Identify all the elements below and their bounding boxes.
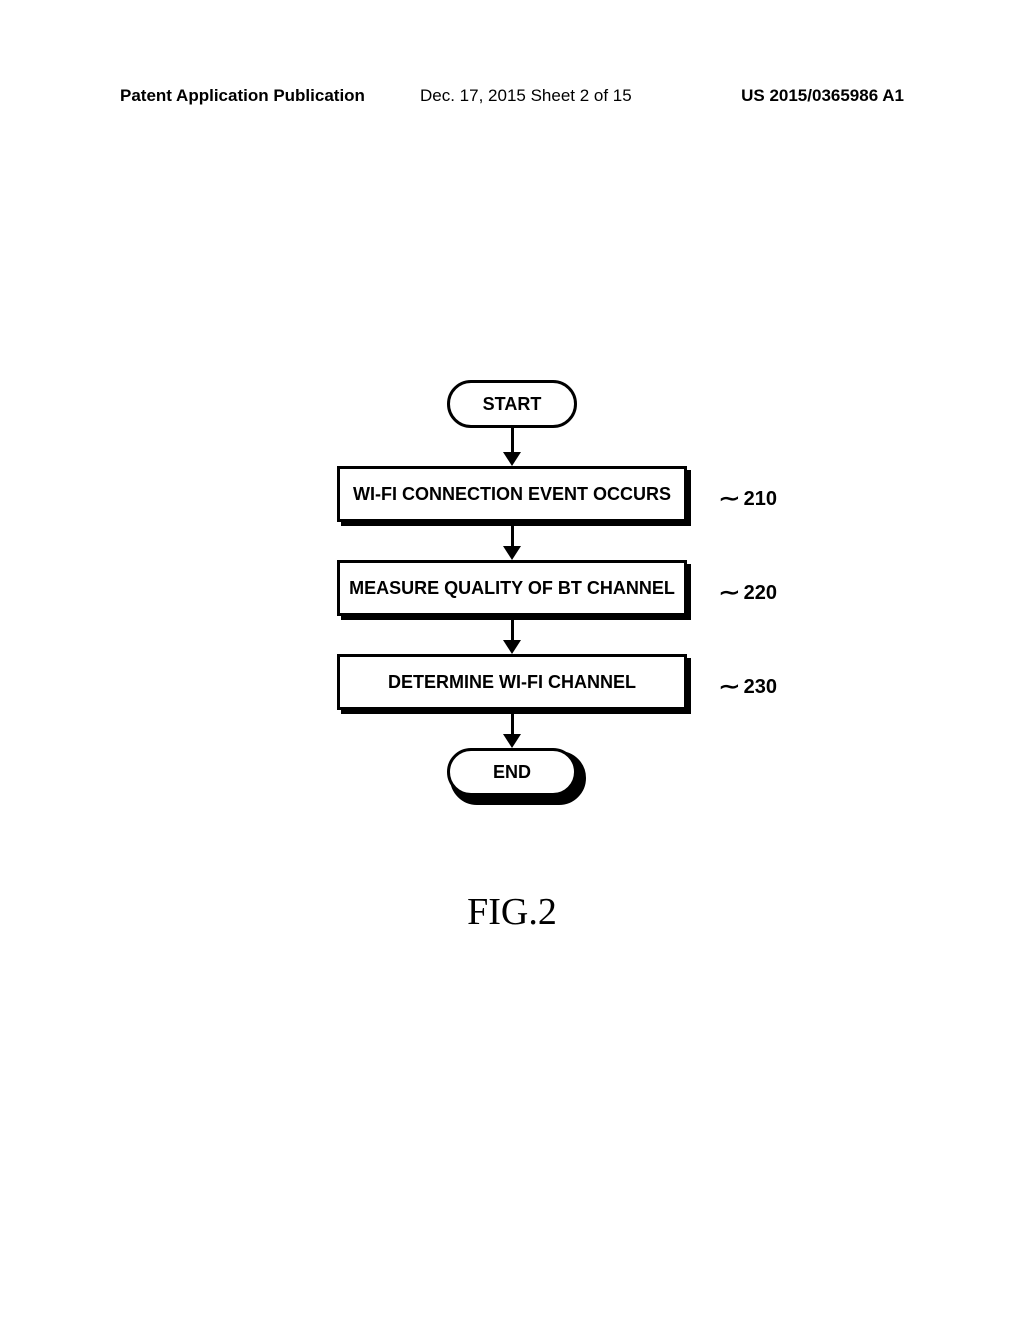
step-1-text: WI-FI CONNECTION EVENT OCCURS bbox=[353, 484, 671, 505]
step-3-label: ∼230 bbox=[721, 674, 777, 699]
step-3: DETERMINE WI-FI CHANNEL ∼230 bbox=[337, 654, 687, 710]
header-publication: Patent Application Publication bbox=[120, 86, 365, 106]
flowchart: START WI-FI CONNECTION EVENT OCCURS ∼210… bbox=[337, 380, 687, 796]
end-node-wrapper: END bbox=[447, 748, 577, 796]
step-2: MEASURE QUALITY OF BT CHANNEL ∼220 bbox=[337, 560, 687, 616]
arrow bbox=[502, 428, 522, 466]
step-1-label: ∼210 bbox=[721, 486, 777, 511]
start-node: START bbox=[447, 380, 577, 428]
header-patent-number: US 2015/0365986 A1 bbox=[741, 86, 904, 106]
arrow bbox=[502, 616, 522, 654]
step-2-text: MEASURE QUALITY OF BT CHANNEL bbox=[349, 578, 675, 599]
arrow bbox=[502, 710, 522, 748]
step-2-label: ∼220 bbox=[721, 580, 777, 605]
end-node: END bbox=[447, 748, 577, 796]
header-date-sheet: Dec. 17, 2015 Sheet 2 of 15 bbox=[420, 86, 632, 106]
figure-caption: FIG.2 bbox=[467, 890, 557, 934]
start-label: START bbox=[483, 394, 542, 415]
step-1: WI-FI CONNECTION EVENT OCCURS ∼210 bbox=[337, 466, 687, 522]
end-label: END bbox=[493, 762, 531, 783]
arrow bbox=[502, 522, 522, 560]
step-3-text: DETERMINE WI-FI CHANNEL bbox=[388, 672, 636, 693]
